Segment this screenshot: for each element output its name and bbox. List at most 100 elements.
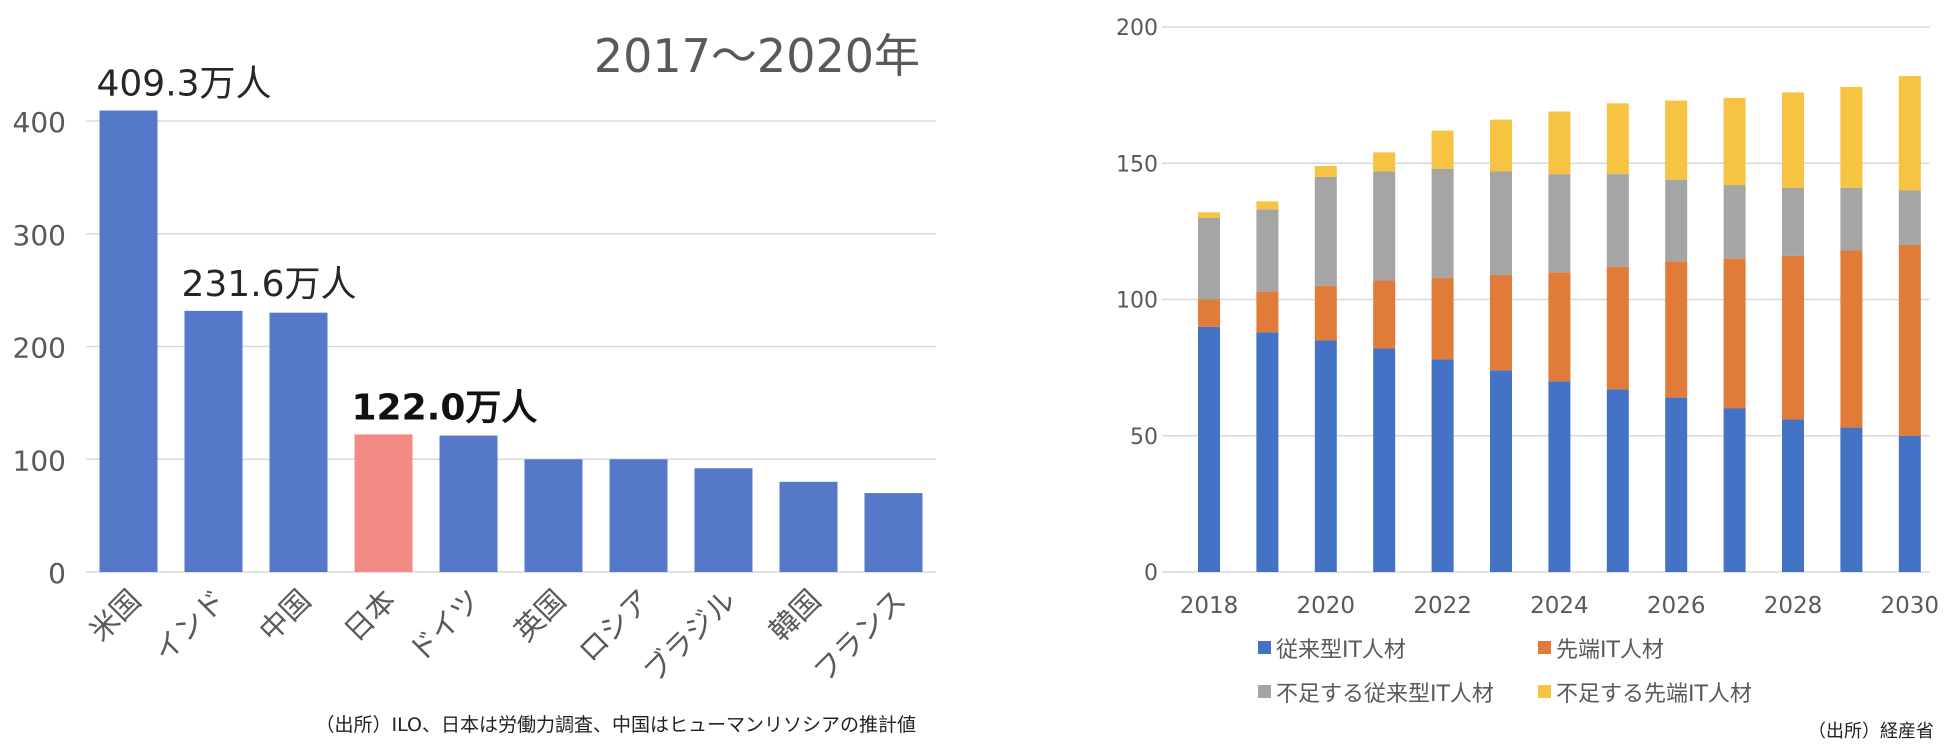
chart2-bar-segment — [1256, 332, 1279, 572]
chart1-title: 2017～2020年 — [594, 29, 920, 83]
chart2-bar-segment — [1373, 152, 1396, 172]
chart2-legend-swatch — [1258, 641, 1271, 654]
chart2-bar-segment — [1373, 348, 1396, 572]
chart2-bar-segment — [1606, 103, 1629, 175]
chart1-data-label: 231.6万人 — [182, 264, 357, 305]
chart2-x-tick-label: 2022 — [1413, 593, 1472, 619]
chart1-category-label: フランス — [807, 583, 913, 689]
chart2-bar-segment — [1898, 245, 1921, 436]
chart1-data-label: 409.3万人 — [97, 64, 272, 105]
chart2-bar-segment — [1665, 179, 1688, 262]
japan-it-talent-forecast-chart: 0 50 100 150 200 2018 2020 2022 2024 2026 2028 203… — [1116, 16, 1939, 742]
chart1-category-label: 英国 — [507, 583, 572, 648]
chart1-data-label: 122.0万人 — [352, 387, 538, 428]
chart2-bar-segment — [1606, 389, 1629, 572]
chart2-bar-segment — [1665, 397, 1688, 572]
chart2-bar-segment — [1665, 100, 1688, 180]
chart2-bar-segment — [1723, 258, 1746, 409]
chart1-category-label: ブラジル — [637, 583, 743, 689]
chart2-bar-segment — [1490, 370, 1512, 572]
chart1-category-label: 米国 — [82, 583, 147, 648]
chart2-bar-segment — [1898, 190, 1921, 245]
chart2-y-axis: 0 50 100 150 200 — [1116, 16, 1158, 586]
chart1-bar-7 — [609, 459, 668, 572]
chart2-bar-segment — [1840, 250, 1863, 428]
chart2-bar-segment — [1548, 381, 1571, 572]
chart2-legend-swatch — [1538, 641, 1551, 654]
chart2-bar-segment — [1723, 408, 1746, 572]
chart2-legend-label: 先端IT人材 — [1556, 638, 1664, 663]
chart2-x-axis: 2018 2020 2022 2024 2026 2028 2030 — [1180, 593, 1939, 619]
chart1-bar-2 — [184, 310, 243, 572]
chart2-bar-segment — [1314, 340, 1337, 572]
chart2-bar-segment — [1314, 285, 1337, 341]
chart2-bar-segment — [1548, 272, 1571, 382]
chart2-y-tick-label: 150 — [1116, 152, 1158, 177]
chart2-x-tick-label: 2024 — [1530, 593, 1589, 619]
chart2-bar-segment — [1373, 171, 1396, 281]
chart1-y-tick-label: 0 — [48, 557, 66, 590]
chart1-bar-6 — [524, 459, 583, 572]
chart2-bar-segment — [1782, 187, 1804, 256]
chart1-bar-4 — [354, 434, 413, 572]
chart2-bar-segment — [1314, 165, 1337, 177]
chart1-y-tick-label: 300 — [13, 219, 66, 252]
chart2-bar-segment — [1840, 427, 1863, 572]
chart2-legend-swatch — [1538, 685, 1551, 698]
chart2-bar-segment — [1548, 174, 1571, 273]
chart2-x-tick-label: 2026 — [1647, 593, 1706, 619]
chart2-bar-segment — [1782, 255, 1804, 420]
chart1-category-label: インド — [147, 583, 233, 669]
chart2-x-tick-label: 2018 — [1180, 593, 1239, 619]
chart2-bar-segment — [1490, 171, 1512, 275]
chart2-legend-label: 従来型IT人材 — [1276, 638, 1406, 663]
chart2-bars — [1198, 76, 1921, 572]
chart2-bar-segment — [1665, 261, 1688, 398]
chart2-bar-segment — [1840, 86, 1863, 188]
chart2-bar-segment — [1898, 76, 1921, 191]
chart2-bar-segment — [1431, 168, 1454, 278]
chart1-y-tick-label: 100 — [13, 444, 66, 477]
chart1-y-tick-label: 200 — [13, 332, 66, 365]
chart2-bar-segment — [1898, 435, 1921, 572]
chart2-bar-segment — [1198, 212, 1220, 218]
chart2-bar-segment — [1256, 291, 1279, 333]
chart2-bar-segment — [1723, 185, 1746, 259]
chart2-bar-segment — [1840, 187, 1863, 251]
chart1-y-tick-label: 400 — [13, 106, 66, 139]
chart2-bar-segment — [1606, 174, 1629, 267]
chart2-bar-segment — [1373, 280, 1396, 349]
chart1-data-labels: 409.3万人 231.6万人 122.0万人 — [97, 64, 538, 429]
chart2-bar-segment — [1490, 119, 1512, 172]
chart2-y-tick-label: 0 — [1144, 561, 1158, 586]
chart2-x-tick-label: 2028 — [1764, 593, 1823, 619]
chart1-bar-10 — [864, 493, 923, 572]
chart2-source-note: （出所）経産省 — [1808, 721, 1934, 742]
chart2-bar-segment — [1198, 326, 1220, 572]
chart2-bar-segment — [1256, 201, 1279, 210]
chart2-bar-segment — [1490, 274, 1512, 371]
chart2-legend-label: 不足する先端IT人材 — [1556, 682, 1752, 707]
chart2-bar-segment — [1548, 111, 1571, 175]
chart2-bar-segment — [1723, 97, 1746, 186]
chart1-category-label: ドイツ — [402, 583, 488, 669]
chart1-y-axis: 0 100 200 300 400 — [13, 106, 66, 590]
chart2-bar-segment — [1431, 359, 1454, 572]
chart2-bar-segment — [1606, 266, 1629, 390]
chart2-bar-segment — [1314, 176, 1337, 286]
chart1-category-label: 中国 — [252, 583, 317, 648]
chart2-bar-segment — [1431, 130, 1454, 169]
chart2-bar-segment — [1431, 277, 1454, 360]
chart2-y-tick-label: 200 — [1116, 16, 1158, 41]
chart1-bar-5 — [439, 435, 498, 572]
chart1-category-label: 日本 — [337, 583, 402, 648]
chart2-bar-segment — [1198, 299, 1220, 327]
chart2-legend-label: 不足する従来型IT人材 — [1276, 682, 1494, 707]
chart1-category-label: 韓国 — [762, 583, 827, 648]
chart2-y-tick-label: 50 — [1130, 425, 1158, 450]
